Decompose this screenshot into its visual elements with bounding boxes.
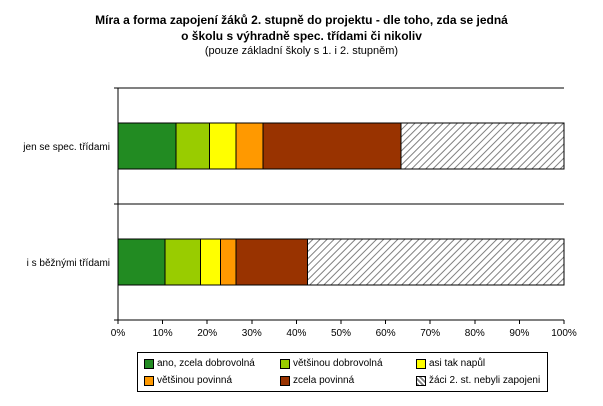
legend-swatch (416, 376, 426, 386)
x-tick-label: 30% (242, 328, 262, 339)
x-tick-label: 20% (197, 328, 217, 339)
x-tick-label: 50% (331, 328, 351, 339)
bar-segment (220, 238, 237, 286)
bar-segment (175, 122, 210, 170)
bar-segment (262, 122, 402, 170)
x-tick-label: 0% (111, 328, 126, 339)
chart-subtitle: (pouze základní školy s 1. i 2. stupněm) (204, 45, 399, 57)
bar-segment (400, 122, 565, 170)
legend-swatch (280, 376, 290, 386)
legend-label: většinou povinná (157, 375, 233, 386)
legend-swatch (280, 359, 290, 369)
legend-label: zcela povinná (293, 375, 355, 386)
category-label: i s běžnými třídami (27, 258, 110, 269)
legend-swatch (416, 359, 426, 369)
legend-label: ano, zcela dobrovolná (157, 358, 255, 369)
chart-legend: ano, zcela dobrovolná většinou dobrovolná… (137, 352, 548, 392)
legend-label: většinou dobrovolná (293, 358, 383, 369)
x-tick-label: 40% (286, 328, 306, 339)
chart-title-line-2: o školu s výhradně spec. třídami či niko… (181, 29, 422, 43)
bar-segment (235, 122, 264, 170)
bar-segment (307, 238, 565, 286)
x-tick-label: 80% (465, 328, 485, 339)
category-label: jen se spec. třídami (22, 142, 110, 153)
x-tick-label: 60% (376, 328, 396, 339)
bar-segment (200, 238, 222, 286)
legend-label: asi tak napůl (429, 358, 486, 369)
bar-segment (208, 122, 237, 170)
legend-swatch (144, 376, 154, 386)
x-tick-label: 10% (153, 328, 173, 339)
bar-segment (117, 122, 177, 170)
x-tick-label: 90% (509, 328, 529, 339)
bar-segment (164, 238, 202, 286)
chart-title: Míra a forma zapojení žáků 2. stupně do … (0, 12, 603, 44)
legend-label: žáci 2. st. nebyli zapojeni (429, 375, 541, 386)
x-tick-label: 70% (420, 328, 440, 339)
bar-segment (235, 238, 309, 286)
legend-swatch (144, 359, 154, 369)
x-tick-label: 100% (551, 328, 577, 339)
chart-title-line-1: Míra a forma zapojení žáků 2. stupně do … (95, 13, 508, 27)
bar-segment (117, 238, 166, 286)
